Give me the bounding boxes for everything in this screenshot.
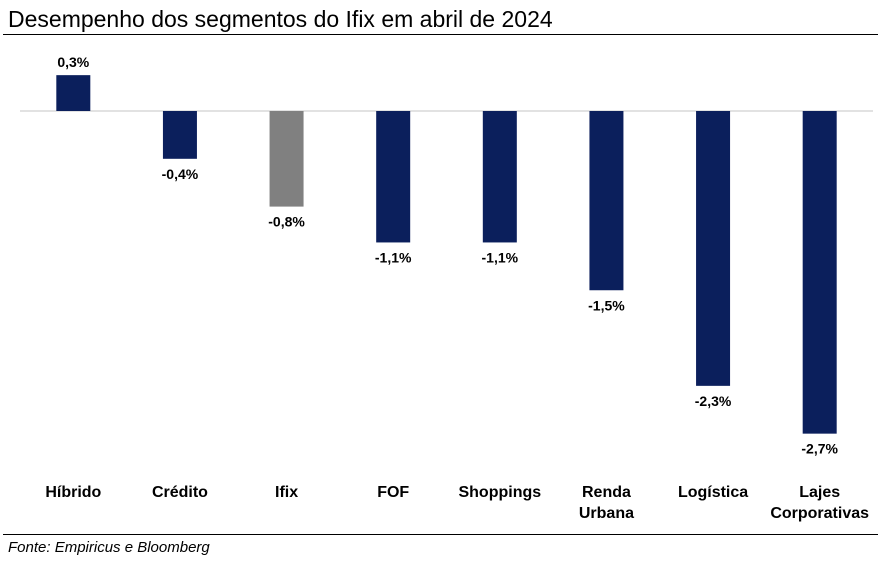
category-label: Crédito — [152, 484, 208, 501]
category-label: Shoppings — [458, 484, 541, 501]
category-label: Renda — [582, 484, 631, 501]
bar-crédito — [162, 111, 197, 159]
bar-logística — [696, 111, 731, 386]
category-label: Híbrido — [45, 484, 101, 501]
footer-divider — [3, 534, 878, 535]
category-label: Lajes — [799, 484, 840, 501]
category-label: Logística — [678, 484, 748, 501]
category-label: Ifix — [275, 484, 298, 501]
bar-lajes-corporativas — [802, 111, 837, 434]
bar-value-label: -2,3% — [695, 393, 732, 409]
bar-value-label: -2,7% — [801, 441, 838, 457]
category-label: Urbana — [579, 505, 634, 522]
bar-shoppings — [482, 111, 517, 243]
category-label: FOF — [377, 484, 409, 501]
category-label: Corporativas — [770, 505, 869, 522]
bar-value-label: 0,3% — [57, 54, 89, 70]
bar-value-label: -0,4% — [162, 166, 199, 182]
bar-fof — [376, 111, 411, 243]
bar-value-label: -0,8% — [268, 214, 305, 230]
bar-ifix — [269, 111, 304, 207]
bar-híbrido — [56, 75, 91, 111]
bar-value-label: -1,5% — [588, 297, 625, 313]
bar-value-label: -1,1% — [482, 249, 519, 265]
source-note: Fonte: Empiricus e Bloomberg — [8, 539, 210, 556]
bar-value-label: -1,1% — [375, 249, 412, 265]
title-divider — [3, 34, 878, 35]
chart-title: Desempenho dos segmentos do Ifix em abri… — [8, 6, 553, 32]
bar-renda-urbana — [589, 111, 624, 291]
